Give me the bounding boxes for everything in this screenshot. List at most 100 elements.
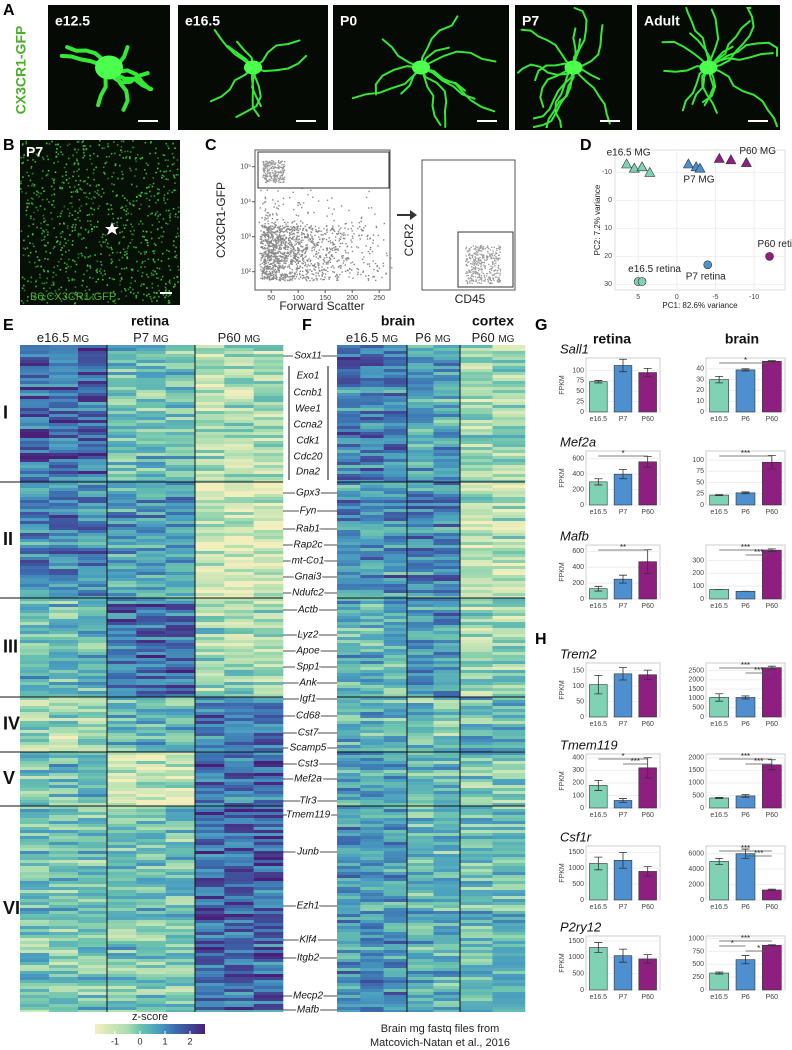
heatmap-cell bbox=[136, 601, 166, 604]
event-dot bbox=[340, 267, 341, 268]
event-dot bbox=[473, 267, 474, 268]
heatmap-cell bbox=[78, 959, 107, 962]
heatmap-cell bbox=[166, 655, 196, 658]
event-dot bbox=[285, 266, 286, 267]
gfp-cell bbox=[107, 243, 109, 245]
heatmap-cell bbox=[224, 396, 254, 399]
event-dot bbox=[273, 163, 274, 164]
heatmap-cell bbox=[166, 685, 196, 688]
gfp-cell bbox=[111, 208, 113, 210]
gfp-cell bbox=[53, 200, 55, 202]
heatmap-cell bbox=[49, 745, 78, 748]
gfp-cell bbox=[129, 287, 131, 289]
event-dot bbox=[313, 280, 314, 281]
heatmap-cell bbox=[78, 387, 107, 390]
heatmap-cell bbox=[78, 830, 107, 833]
heatmap-cell bbox=[195, 818, 225, 821]
heatmap-cell bbox=[136, 860, 166, 863]
heatmap-cell bbox=[254, 366, 284, 369]
gfp-cell bbox=[142, 272, 144, 274]
heatmap-cell bbox=[254, 830, 284, 833]
heatmap-cell bbox=[195, 848, 225, 851]
gfp-cell bbox=[43, 159, 45, 161]
event-dot bbox=[323, 269, 324, 270]
heatmap-cell bbox=[20, 390, 49, 393]
gfp-cell bbox=[47, 231, 49, 233]
heatmap-cell bbox=[254, 676, 284, 679]
gfp-cell bbox=[74, 261, 76, 263]
event-dot bbox=[283, 164, 284, 165]
heatmap-cell bbox=[20, 682, 49, 685]
event-dot bbox=[294, 274, 295, 275]
heatmap-cell bbox=[78, 563, 107, 566]
gfp-cell bbox=[147, 215, 149, 217]
heatmap-cell bbox=[78, 637, 107, 640]
heatmap-cell bbox=[107, 824, 137, 827]
heatmap-cell bbox=[195, 554, 225, 557]
heatmap-cell bbox=[20, 345, 49, 348]
heatmap-cell bbox=[20, 378, 49, 381]
heatmap-cell bbox=[107, 893, 137, 896]
event-dot bbox=[322, 279, 323, 280]
gfp-cell bbox=[78, 184, 80, 186]
heatmap-cell bbox=[254, 776, 284, 779]
heatmap-cell bbox=[224, 485, 254, 488]
gfp-cell bbox=[174, 284, 176, 286]
heatmap-cell bbox=[166, 503, 196, 506]
heatmap-cell bbox=[136, 956, 166, 959]
heatmap-cell bbox=[166, 718, 196, 721]
gfp-cell bbox=[163, 171, 165, 173]
gfp-cell bbox=[46, 199, 48, 201]
gfp-cell bbox=[23, 247, 25, 249]
heatmap-cell bbox=[107, 417, 137, 420]
heatmap-cell bbox=[20, 926, 49, 929]
stain-label: CX3CR1-GFP bbox=[13, 26, 29, 115]
heatmap-cell bbox=[195, 447, 225, 450]
event-dot bbox=[352, 225, 353, 226]
event-dot bbox=[292, 230, 293, 231]
gfp-cell bbox=[102, 236, 104, 238]
event-dot bbox=[477, 263, 478, 264]
heatmap-cell bbox=[107, 721, 137, 724]
event-dot bbox=[262, 263, 263, 264]
gfp-cell bbox=[67, 228, 69, 230]
heatmap-cell bbox=[166, 989, 196, 992]
heatmap-cell bbox=[195, 953, 225, 956]
heatmap-cell bbox=[20, 908, 49, 911]
heatmap-cell bbox=[107, 776, 137, 779]
heatmap-cell bbox=[224, 968, 254, 971]
heatmap-cell bbox=[166, 438, 196, 441]
event-dot bbox=[265, 266, 266, 267]
heatmap-cell bbox=[136, 842, 166, 845]
event-dot bbox=[276, 270, 277, 271]
event-dot bbox=[482, 262, 483, 263]
gfp-cell bbox=[128, 213, 130, 215]
event-dot bbox=[332, 250, 333, 251]
heatmap-cell bbox=[78, 923, 107, 926]
gfp-cell bbox=[120, 280, 122, 282]
event-dot bbox=[268, 249, 269, 250]
heatmap-cell bbox=[254, 360, 284, 363]
heatmap-cell bbox=[107, 578, 137, 581]
heatmap-cell bbox=[20, 779, 49, 782]
gfp-cell bbox=[167, 223, 169, 225]
event-dot bbox=[273, 227, 274, 228]
heatmap-cell bbox=[254, 581, 284, 584]
gfp-cell bbox=[99, 144, 101, 146]
heatmap-cell bbox=[20, 748, 49, 751]
heatmap-cell bbox=[78, 965, 107, 968]
heatmap-cell bbox=[166, 896, 196, 899]
event-dot bbox=[328, 241, 329, 242]
event-dot bbox=[260, 238, 261, 239]
gfp-cell bbox=[169, 170, 171, 172]
event-dot bbox=[291, 250, 292, 251]
heatmap-cell bbox=[107, 500, 137, 503]
gfp-cell bbox=[46, 143, 48, 145]
heatmap-cell bbox=[136, 848, 166, 851]
gfp-cell bbox=[170, 213, 172, 215]
event-dot bbox=[273, 228, 274, 229]
heatmap-cell bbox=[136, 839, 166, 842]
heatmap-cell bbox=[20, 980, 49, 983]
heatmap-cell bbox=[254, 527, 284, 530]
heatmap-cell bbox=[78, 836, 107, 839]
